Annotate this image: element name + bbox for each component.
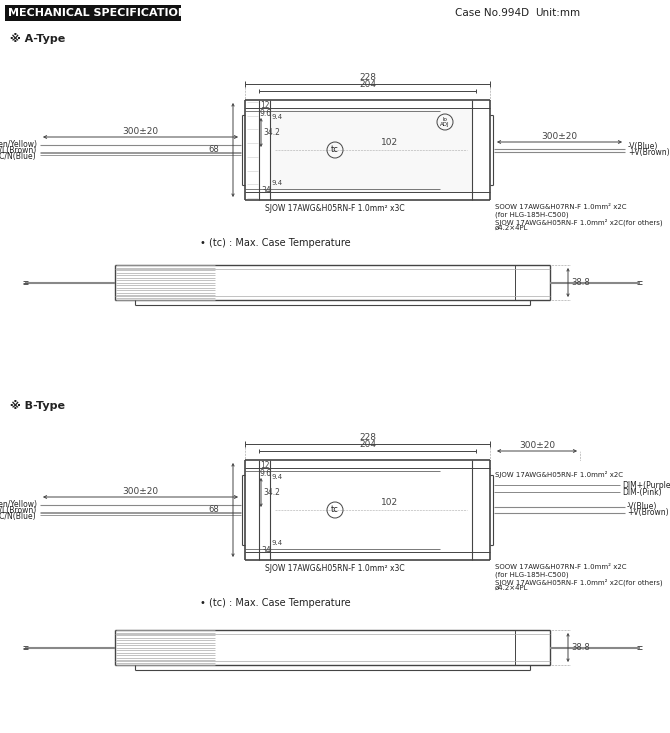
Text: 34.2: 34.2 — [263, 128, 280, 137]
Text: ø4.2×4PL: ø4.2×4PL — [495, 585, 529, 591]
Text: 9.4: 9.4 — [271, 180, 282, 186]
Text: Case No.994D: Case No.994D — [455, 8, 529, 18]
Text: DIM-(Pink): DIM-(Pink) — [622, 487, 662, 496]
Text: -V(Blue): -V(Blue) — [627, 503, 657, 512]
Text: • (tc) : Max. Case Temperature: • (tc) : Max. Case Temperature — [200, 598, 350, 608]
Bar — [270, 108, 472, 192]
Text: tc: tc — [331, 506, 339, 515]
Text: Unit:mm: Unit:mm — [535, 8, 580, 18]
Text: 300±20: 300±20 — [541, 132, 578, 141]
Text: 68: 68 — [208, 506, 219, 515]
Text: 9.6: 9.6 — [260, 109, 272, 118]
Text: 38.8: 38.8 — [571, 278, 590, 287]
Text: 34.2: 34.2 — [263, 488, 280, 497]
Text: 38.8: 38.8 — [571, 643, 590, 652]
Text: MECHANICAL SPECIFICATION: MECHANICAL SPECIFICATION — [8, 9, 187, 18]
Text: 204: 204 — [359, 80, 376, 89]
Text: SJOW 17AWG&H05RN-F 1.0mm² x2C(for others): SJOW 17AWG&H05RN-F 1.0mm² x2C(for others… — [495, 578, 663, 586]
Text: Io
ADJ: Io ADJ — [440, 117, 450, 128]
Text: -V(Blue): -V(Blue) — [628, 141, 659, 150]
Text: 12: 12 — [260, 461, 269, 470]
Text: +V(Brown): +V(Brown) — [627, 509, 669, 517]
Text: 12: 12 — [260, 101, 269, 110]
Text: 34: 34 — [261, 186, 271, 195]
Text: 300±20: 300±20 — [123, 487, 159, 496]
Text: 9.6: 9.6 — [260, 469, 272, 478]
Text: 300±20: 300±20 — [519, 441, 555, 450]
Text: SJOW 17AWG&H05RN-F 1.0mm² x2C: SJOW 17AWG&H05RN-F 1.0mm² x2C — [495, 471, 623, 479]
Bar — [5, 5, 181, 21]
Text: 9.4: 9.4 — [271, 540, 282, 546]
Text: AC/L(Brown): AC/L(Brown) — [0, 507, 37, 515]
Text: AC/L(Brown): AC/L(Brown) — [0, 147, 37, 155]
Text: 102: 102 — [381, 498, 399, 507]
Text: SJOW 17AWG&H05RN-F 1.0mm² x3C: SJOW 17AWG&H05RN-F 1.0mm² x3C — [265, 204, 405, 213]
Text: DIM+(Purple): DIM+(Purple) — [622, 481, 670, 490]
Text: tc: tc — [331, 145, 339, 155]
Text: 9.4: 9.4 — [271, 474, 282, 480]
Text: AC/N(Blue): AC/N(Blue) — [0, 152, 37, 161]
Text: 228: 228 — [359, 73, 376, 82]
Text: ※ B-Type: ※ B-Type — [10, 400, 65, 411]
Text: SOOW 17AWG&H07RN-F 1.0mm² x2C: SOOW 17AWG&H07RN-F 1.0mm² x2C — [495, 564, 626, 570]
Text: +V(Brown): +V(Brown) — [628, 147, 669, 157]
Text: SOOW 17AWG&H07RN-F 1.0mm² x2C: SOOW 17AWG&H07RN-F 1.0mm² x2C — [495, 204, 626, 210]
Text: 102: 102 — [381, 138, 399, 147]
Text: 228: 228 — [359, 433, 376, 442]
Text: 34: 34 — [261, 546, 271, 555]
Text: SJOW 17AWG&H05RN-F 1.0mm² x2C(for others): SJOW 17AWG&H05RN-F 1.0mm² x2C(for others… — [495, 218, 663, 226]
Text: 300±20: 300±20 — [123, 127, 159, 136]
Text: (for HLG-185H-C500): (for HLG-185H-C500) — [495, 211, 569, 218]
Text: FG⊕(Green/Yellow): FG⊕(Green/Yellow) — [0, 501, 37, 509]
Text: 9.4: 9.4 — [271, 114, 282, 120]
Text: 68: 68 — [208, 145, 219, 155]
Text: (for HLG-185H-C500): (for HLG-185H-C500) — [495, 571, 569, 578]
Text: SJOW 17AWG&H05RN-F 1.0mm² x3C: SJOW 17AWG&H05RN-F 1.0mm² x3C — [265, 564, 405, 573]
Text: 204: 204 — [359, 440, 376, 449]
Text: ø4.2×4PL: ø4.2×4PL — [495, 225, 529, 231]
Text: FG⊕(Green/Yellow): FG⊕(Green/Yellow) — [0, 141, 37, 150]
Text: ※ A-Type: ※ A-Type — [10, 33, 65, 44]
Text: AC/N(Blue): AC/N(Blue) — [0, 512, 37, 521]
Text: • (tc) : Max. Case Temperature: • (tc) : Max. Case Temperature — [200, 238, 350, 248]
